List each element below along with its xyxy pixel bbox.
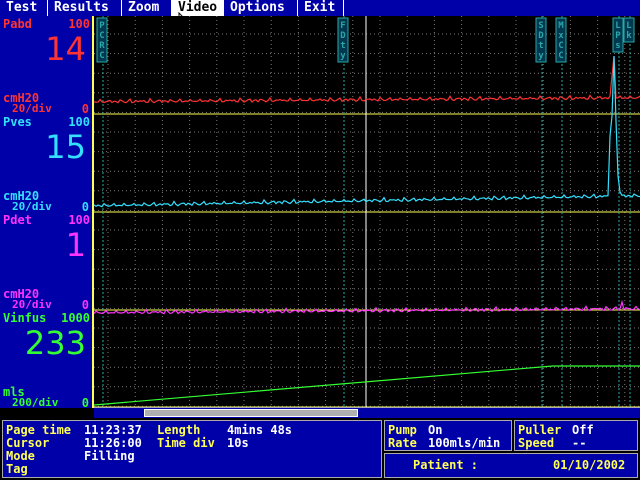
channel-name: Pdet — [3, 213, 32, 227]
event-marker-label: C — [99, 31, 104, 41]
length-value: 4mins 48s — [227, 423, 293, 437]
event-marker-label: L — [615, 21, 621, 31]
event-marker-label: C — [558, 51, 563, 61]
page-time-value: 11:23:37 — [84, 423, 142, 437]
event-marker-label: s — [615, 41, 620, 51]
pump-label: Pump — [388, 423, 417, 437]
rate-value: 100mls/min — [428, 436, 501, 450]
channel-unit: mls — [3, 385, 25, 399]
mode-value: Filling — [84, 449, 135, 463]
length-label: Length — [157, 423, 201, 437]
channel-scale-div: 200/div — [12, 396, 59, 409]
event-marker-tag — [337, 17, 349, 63]
event-marker-tag — [623, 17, 635, 43]
channel-scale-div: 20/div — [12, 200, 52, 213]
channel-pves: Pves 100 15 cmH20 20/div 0 — [0, 114, 92, 214]
channel-value: 15 — [45, 128, 86, 166]
menu-results[interactable]: Results — [48, 0, 122, 16]
status-panel: Page time 11:23:37 Length 4mins 48s Curs… — [0, 418, 640, 480]
event-marker-label: M — [558, 21, 564, 31]
channel-pabd: Pabd 100 14 cmH20 20/div 0 — [0, 16, 92, 116]
channel-scale-div: 20/div — [12, 298, 52, 311]
event-marker-label: k — [626, 31, 632, 41]
event-marker-label: t — [538, 41, 543, 51]
mode-label: Mode — [6, 449, 35, 463]
date-value: 01/10/2002 — [553, 458, 626, 472]
channel-value: 1 — [65, 226, 86, 264]
puller-label: Puller — [518, 423, 562, 437]
event-marker-label: F — [340, 21, 345, 31]
cursor-value: 11:26:00 — [84, 436, 142, 450]
channel-scale-zero: 0 — [81, 102, 89, 116]
time-info-panel: Page time 11:23:37 Length 4mins 48s Curs… — [2, 420, 382, 478]
speed-value: -- — [572, 436, 587, 450]
channel-pdet: Pdet 100 1 cmH20 20/div 0 — [0, 212, 92, 312]
channel-unit: cmH20 — [3, 287, 40, 301]
channel-scale-zero: 0 — [81, 396, 89, 410]
pabd-trace — [93, 55, 640, 104]
cursor-label: Cursor — [6, 436, 50, 450]
pump-value: On — [428, 423, 443, 437]
pves-trace — [93, 55, 640, 208]
pdet-trace — [93, 299, 640, 315]
event-marker-label: P — [615, 31, 621, 41]
channel-scale-zero: 0 — [81, 200, 89, 214]
event-marker-tag — [555, 17, 567, 63]
event-marker-label: y — [340, 51, 346, 61]
channel-scale-max: 100 — [68, 17, 90, 31]
speed-label: Speed — [518, 436, 555, 450]
event-marker-label: D — [538, 31, 544, 41]
patient-label: Patient : — [413, 458, 479, 472]
channel-unit: cmH20 — [3, 91, 40, 105]
tag-label: Tag — [6, 462, 28, 476]
event-marker-label: L — [626, 21, 632, 31]
scrollbar-thumb[interactable] — [144, 409, 358, 417]
event-marker-label: y — [538, 51, 544, 61]
event-marker-label: S — [538, 21, 543, 31]
event-marker-label: C — [558, 41, 563, 51]
pump-panel: Pump On Rate 100mls/min — [384, 420, 512, 451]
channel-value: 233 — [24, 324, 86, 362]
menu-zoom[interactable]: Zoom — [122, 0, 172, 16]
channel-scale-max: 1000 — [61, 311, 90, 325]
channel-name: Pabd — [3, 17, 32, 31]
puller-value: Off — [572, 423, 594, 437]
event-marker-tag — [96, 17, 108, 63]
vinfus-trace — [93, 365, 640, 406]
menu-video[interactable]: Video — [172, 0, 224, 16]
patient-panel: Patient : 01/10/2002 — [384, 453, 638, 478]
channel-scale-div: 20/div — [12, 102, 52, 115]
event-marker-tag — [612, 17, 624, 53]
event-marker-label: D — [340, 31, 346, 41]
channel-scale-zero: 0 — [81, 298, 89, 312]
menu-test[interactable]: Test — [0, 0, 48, 16]
event-marker-label: t — [340, 41, 345, 51]
channel-name: Vinfus — [3, 311, 47, 325]
channel-unit: cmH20 — [3, 189, 40, 203]
channel-value: 14 — [45, 30, 86, 68]
rate-label: Rate — [388, 436, 417, 450]
event-marker-tag — [535, 17, 547, 63]
menu-bar: Test Results Zoom Video Options Exit — [0, 0, 640, 29]
horizontal-scrollbar[interactable] — [94, 407, 640, 418]
channel-sidebar: Pabd 100 14 cmH20 20/div 0 Pves 100 15 c… — [0, 16, 94, 410]
channel-scale-max: 100 — [68, 213, 90, 227]
menu-exit[interactable]: Exit — [298, 0, 344, 16]
menu-options[interactable]: Options — [224, 0, 298, 16]
event-marker-label: C — [99, 51, 104, 61]
page-time-label: Page time — [6, 423, 72, 437]
event-marker-label: R — [99, 41, 105, 51]
time-div-value: 10s — [227, 436, 249, 450]
channel-name: Pves — [3, 115, 32, 129]
event-marker-label: P — [99, 21, 105, 31]
puller-panel: Puller Off Speed -- — [514, 420, 638, 451]
event-marker-label: x — [558, 31, 564, 41]
channel-vinfus: Vinfus 1000 233 mls 200/div 0 — [0, 310, 92, 410]
time-div-label: Time div — [157, 436, 215, 450]
channel-scale-max: 100 — [68, 115, 90, 129]
